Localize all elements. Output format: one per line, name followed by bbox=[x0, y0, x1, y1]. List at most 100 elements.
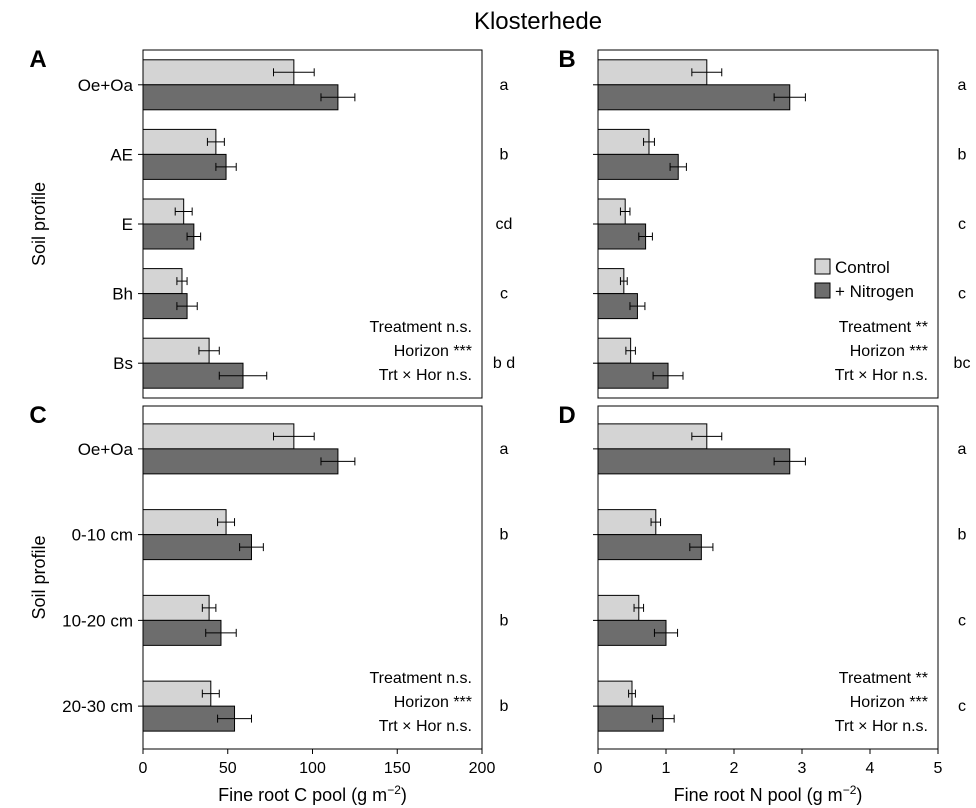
y-tick-label: 10-20 cm bbox=[62, 611, 133, 630]
panel-letter: D bbox=[558, 402, 575, 429]
legend-label: + Nitrogen bbox=[835, 282, 914, 301]
stat-line: Horizon *** bbox=[394, 343, 472, 360]
stat-label: Treatment bbox=[369, 670, 446, 687]
y-axis-label: Soil profile bbox=[29, 535, 49, 619]
control-bar bbox=[142, 59, 295, 86]
x-axis-label: Fine root C pool (g m−2) bbox=[218, 783, 407, 805]
stat-label: Horizon bbox=[394, 343, 454, 360]
nitrogen-bar bbox=[597, 223, 647, 250]
significance-letter: c bbox=[958, 612, 966, 629]
y-tick-label: 0-10 cm bbox=[72, 526, 133, 545]
nitrogen-bar bbox=[597, 534, 702, 561]
stat-significance: n.s. bbox=[902, 367, 928, 384]
x-tick-label: 5 bbox=[934, 760, 943, 777]
stat-line: Treatment ** bbox=[839, 670, 928, 687]
stat-line: Horizon *** bbox=[850, 343, 928, 360]
control-bar bbox=[597, 423, 708, 450]
significance-letter: c bbox=[958, 216, 966, 233]
significance-letter: b d bbox=[493, 355, 515, 372]
y-tick-label: Bs bbox=[113, 354, 133, 373]
y-tick-label: AE bbox=[110, 145, 133, 164]
control-bar bbox=[142, 594, 210, 621]
stat-line: Trt × Hor n.s. bbox=[835, 718, 928, 735]
x-tick-label: 3 bbox=[798, 760, 807, 777]
stat-significance: n.s. bbox=[446, 367, 472, 384]
nitrogen-bar bbox=[597, 153, 679, 180]
legend-swatch-control bbox=[814, 258, 831, 275]
stat-label: Trt × Hor bbox=[379, 718, 446, 735]
stat-line: Horizon *** bbox=[850, 694, 928, 711]
panel-c: C Oe+Oa a 0-10 cm b 10-20 cm b 20-30 cm b Soil pr… bbox=[29, 402, 509, 805]
stat-label: Treatment bbox=[839, 670, 916, 687]
legend-swatch-nitrogen bbox=[814, 282, 831, 299]
significance-letter: c bbox=[958, 698, 966, 715]
x-tick-label: 2 bbox=[730, 760, 739, 777]
significance-letter: b bbox=[500, 527, 509, 544]
stat-significance: n.s. bbox=[446, 718, 472, 735]
stat-line: Horizon *** bbox=[394, 694, 472, 711]
y-tick-label: Bh bbox=[112, 285, 133, 304]
stat-significance: *** bbox=[909, 343, 928, 360]
stat-line: Trt × Hor n.s. bbox=[835, 367, 928, 384]
stat-line: Treatment n.s. bbox=[369, 670, 472, 687]
significance-letter: a bbox=[500, 77, 509, 94]
significance-letter: c bbox=[500, 286, 508, 303]
stat-significance: ** bbox=[916, 319, 928, 336]
control-bar bbox=[142, 680, 212, 707]
nitrogen-bar bbox=[597, 84, 791, 111]
control-bar bbox=[142, 128, 217, 155]
panel-letter: A bbox=[29, 46, 46, 73]
x-axis-label-part: −2 bbox=[387, 783, 401, 797]
control-bar bbox=[142, 337, 210, 364]
nitrogen-bar bbox=[142, 84, 339, 111]
stat-label: Trt × Hor bbox=[835, 718, 902, 735]
x-axis-label-part: −2 bbox=[843, 783, 857, 797]
significance-letter: a bbox=[500, 441, 509, 458]
stat-label: Trt × Hor bbox=[835, 367, 902, 384]
control-bar bbox=[597, 128, 650, 155]
x-tick-label: 200 bbox=[469, 760, 496, 777]
stat-label: Trt × Hor bbox=[379, 367, 446, 384]
nitrogen-bar bbox=[142, 223, 195, 250]
significance-letter: c bbox=[958, 286, 966, 303]
stat-significance: ** bbox=[916, 670, 928, 687]
significance-letter: bc bbox=[954, 355, 971, 372]
y-axis-label: Soil profile bbox=[29, 182, 49, 266]
stat-label: Treatment bbox=[369, 319, 446, 336]
stat-label: Horizon bbox=[850, 343, 910, 360]
x-axis-label: Fine root N pool (g m−2) bbox=[674, 783, 863, 805]
control-bar bbox=[142, 423, 295, 450]
stat-significance: n.s. bbox=[446, 670, 472, 687]
y-tick-label: Oe+Oa bbox=[78, 440, 134, 459]
panel-a: A Oe+Oa a AE b E cd Bh c Bs b d Soil profile Treatme… bbox=[29, 46, 515, 399]
nitrogen-bar bbox=[142, 448, 339, 475]
control-bar bbox=[597, 594, 640, 621]
x-axis-label-part: Fine root C pool (g m bbox=[218, 785, 387, 805]
stat-line: Treatment ** bbox=[839, 319, 928, 336]
significance-letter: b bbox=[500, 698, 509, 715]
panel-letter: C bbox=[29, 402, 46, 429]
significance-letter: a bbox=[958, 441, 967, 458]
nitrogen-bar bbox=[597, 448, 791, 475]
stat-label: Treatment bbox=[839, 319, 916, 336]
x-tick-label: 4 bbox=[866, 760, 875, 777]
significance-letter: cd bbox=[496, 216, 513, 233]
stat-line: Treatment n.s. bbox=[369, 319, 472, 336]
y-tick-label: Oe+Oa bbox=[78, 76, 134, 95]
stat-significance: *** bbox=[453, 694, 472, 711]
figure-title: Klosterhede bbox=[474, 8, 602, 35]
x-tick-label: 150 bbox=[384, 760, 411, 777]
legend-label: Control bbox=[835, 258, 890, 277]
x-tick-label: 0 bbox=[139, 760, 148, 777]
panel-d: Da b c c 0 1 2 3 4 5 Fine root N pool (g m−2) Treat… bbox=[558, 402, 966, 805]
stat-significance: n.s. bbox=[446, 319, 472, 336]
x-axis-label-part: ) bbox=[401, 785, 407, 805]
plot-frame bbox=[597, 405, 939, 750]
stat-significance: *** bbox=[909, 694, 928, 711]
significance-letter: b bbox=[958, 527, 967, 544]
stat-label: Horizon bbox=[394, 694, 454, 711]
control-bar bbox=[597, 59, 708, 86]
control-bar bbox=[597, 680, 633, 707]
y-tick-label: E bbox=[122, 215, 133, 234]
